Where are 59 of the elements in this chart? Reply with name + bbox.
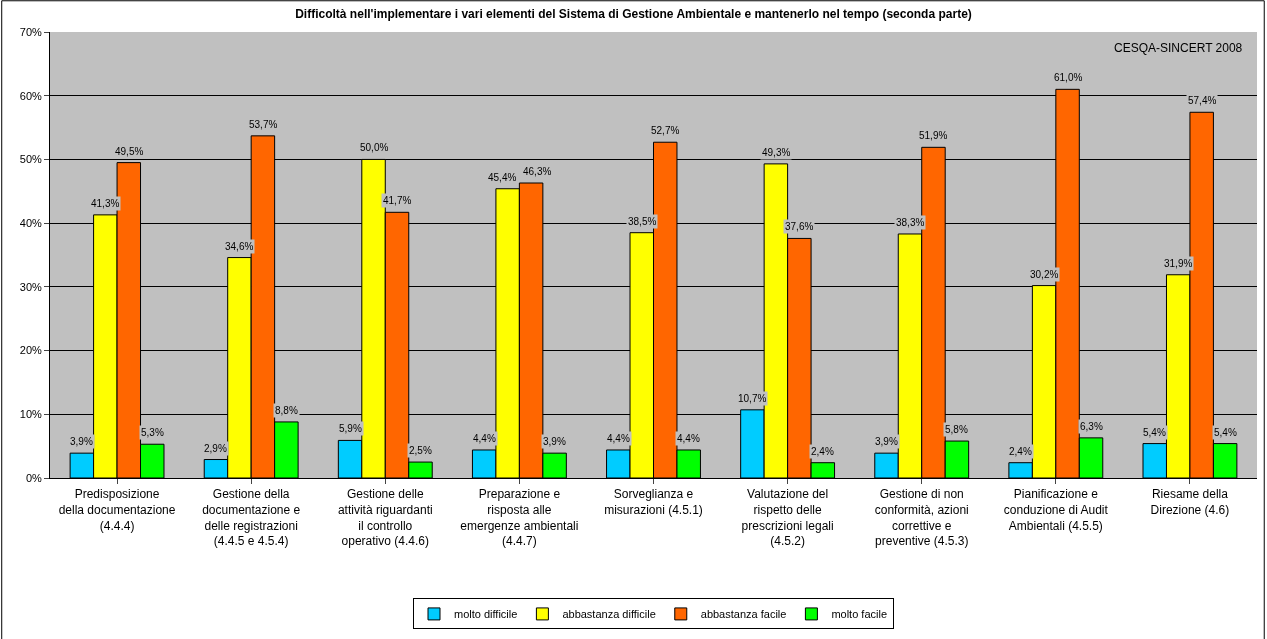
x-tick-label: Pianificazione e conduzione di Audit Ambientali (4.5.5)	[1003, 487, 1109, 533]
y-tick-label: 20%	[19, 344, 42, 357]
data-label: 61,0%	[1054, 72, 1083, 83]
x-tick-label: Gestione delle attività riguardanti il controllo operativo (4.4.6)	[337, 487, 433, 549]
data-label: 30,2%	[1030, 269, 1059, 280]
data-label: 2,9%	[204, 443, 227, 454]
y-tick-label: 70%	[19, 25, 42, 38]
data-label: 31,9%	[1164, 258, 1193, 269]
data-label: 34,6%	[225, 241, 254, 252]
data-label: 10,7%	[738, 393, 767, 404]
data-label: 2,4%	[811, 446, 834, 457]
data-label: 3,9%	[543, 436, 566, 447]
data-label: 5,4%	[1143, 427, 1166, 438]
x-tick-label: Valutazione del rispetto delle prescrizioni legali (4.5.2)	[741, 487, 834, 549]
data-label: 5,3%	[141, 427, 164, 438]
y-tick-label: 10%	[19, 408, 42, 421]
data-label: 3,9%	[70, 436, 93, 447]
x-tick-label: Gestione della documentazione e delle registrazioni (4.4.5 e 4.5.4)	[202, 487, 301, 549]
data-label: 4,4%	[473, 433, 496, 444]
chart-title: Difficoltà nell'implementare i vari elementi del Sistema di Gestione Ambientale e mantenerlo nel tempo (seconda parte)	[295, 6, 972, 21]
data-label: 41,7%	[383, 195, 412, 206]
data-label: 41,3%	[91, 198, 120, 209]
data-label: 45,4%	[488, 172, 517, 183]
x-tick-label: Riesame della Direzione (4.6)	[1150, 487, 1230, 517]
data-label: 38,3%	[896, 217, 925, 228]
data-label: 2,4%	[1009, 446, 1032, 457]
data-label: 5,9%	[339, 423, 362, 434]
data-label: 5,8%	[945, 424, 968, 435]
data-label: 8,8%	[275, 405, 298, 416]
data-label: 57,4%	[1188, 95, 1217, 106]
y-tick-label: 50%	[19, 153, 42, 166]
x-tick-label: Preparazione e risposta alle emergenze ambientali (4.4.7)	[460, 487, 579, 549]
annotation: CESQA-SINCERT 2008	[1114, 41, 1243, 55]
data-label: 4,4%	[607, 433, 630, 444]
x-tick-label: Gestione di non conformità, azioni correttive e preventive (4.5.3)	[874, 487, 969, 549]
legend-label: molto difficile	[454, 608, 518, 621]
data-label: 46,3%	[523, 166, 552, 177]
data-label: 50,0%	[360, 142, 389, 153]
x-tick-label: Sorveglianza e misurazioni (4.5.1)	[604, 487, 703, 517]
y-tick-label: 30%	[19, 280, 42, 293]
data-label: 3,9%	[875, 436, 898, 447]
legend-label: molto facile	[831, 608, 888, 621]
data-label: 49,3%	[762, 147, 791, 158]
data-label: 37,6%	[785, 221, 814, 232]
data-label: 6,3%	[1080, 421, 1103, 432]
legend-label: abbastanza facile	[700, 608, 787, 621]
x-tick-label: Predisposizione della documentazione (4.4.4)	[58, 487, 176, 533]
y-tick-label: 0%	[25, 471, 43, 484]
data-label: 4,4%	[677, 433, 700, 444]
y-tick-label: 40%	[19, 216, 42, 229]
data-label: 52,7%	[651, 125, 680, 136]
data-label: 49,5%	[115, 146, 144, 157]
data-label: 2,5%	[409, 445, 432, 456]
data-label: 51,9%	[919, 130, 948, 141]
data-label: 53,7%	[249, 119, 278, 130]
legend-label: abbastanza difficile	[562, 608, 656, 621]
data-label: 5,4%	[1214, 427, 1237, 438]
y-tick-label: 60%	[19, 89, 42, 102]
data-label: 38,5%	[628, 216, 657, 227]
